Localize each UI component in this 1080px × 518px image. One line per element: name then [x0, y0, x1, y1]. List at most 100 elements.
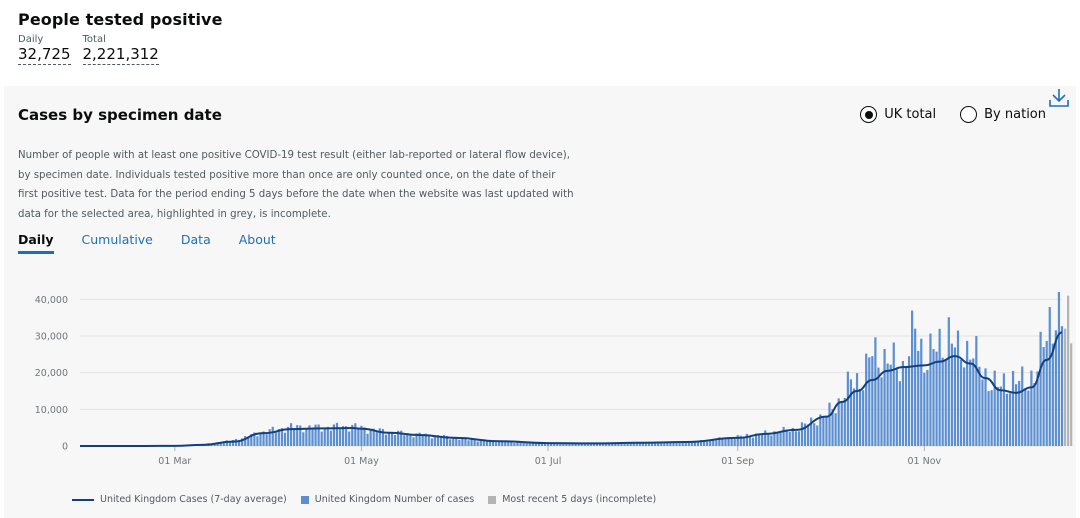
- tab-data[interactable]: Data: [180, 232, 211, 247]
- case-bar: [846, 371, 849, 446]
- case-bar: [372, 428, 375, 446]
- case-bar: [482, 439, 485, 446]
- case-bar: [761, 434, 764, 446]
- case-bar: [311, 429, 314, 446]
- total-value[interactable]: 2,221,312: [82, 45, 159, 65]
- case-bar: [611, 442, 614, 446]
- radio-by-nation[interactable]: By nation: [960, 106, 1046, 123]
- case-bar: [525, 441, 528, 446]
- case-bar: [996, 386, 999, 446]
- case-bar: [935, 351, 938, 446]
- case-bar: [577, 443, 580, 446]
- case-bar: [528, 441, 531, 446]
- total-label: Total: [82, 34, 106, 45]
- chart-card: Cases by specimen date UK total By natio…: [4, 86, 1076, 518]
- cases-chart: 0 10,000 20,000 30,000 40,000 01 Mar 01 May 01 …: [35, 291, 1073, 467]
- case-bar: [534, 442, 537, 446]
- case-bar: [219, 443, 222, 446]
- case-bar: [754, 433, 758, 446]
- case-bar: [467, 440, 470, 446]
- y-tick-label: 10,000: [35, 405, 68, 416]
- case-bar: [629, 442, 632, 446]
- incomplete-bar: [1070, 343, 1073, 446]
- case-bar: [314, 424, 317, 446]
- case-bar: [485, 440, 488, 446]
- case-bar: [320, 431, 323, 446]
- case-bar: [259, 433, 262, 446]
- case-bar: [559, 444, 562, 446]
- case-bar: [421, 435, 424, 446]
- case-bar: [507, 440, 510, 446]
- case-bar: [540, 443, 544, 446]
- tab-cumulative[interactable]: Cumulative: [81, 232, 153, 247]
- case-bar: [225, 440, 228, 446]
- y-tick-label: 20,000: [35, 368, 68, 379]
- x-tick-label: 01 Nov: [908, 456, 942, 467]
- case-bar: [975, 335, 978, 446]
- case-bar: [963, 367, 966, 446]
- radio-uk-total-label: UK total: [884, 107, 937, 122]
- case-bar: [767, 433, 770, 446]
- case-bar: [409, 434, 412, 446]
- case-bar: [1051, 343, 1054, 446]
- case-bar: [299, 425, 302, 446]
- case-bar: [788, 432, 791, 446]
- case-bar: [810, 417, 813, 446]
- case-bar: [993, 370, 996, 446]
- case-bar: [699, 440, 703, 446]
- case-bar: [345, 426, 348, 446]
- x-tick-label: 01 Mar: [158, 456, 191, 467]
- case-bar: [366, 433, 369, 446]
- x-tick-label: 01 Jul: [535, 456, 562, 467]
- case-bar: [360, 425, 363, 446]
- daily-value[interactable]: 32,725: [18, 45, 71, 65]
- case-bar: [941, 357, 944, 446]
- case-bar: [632, 443, 635, 446]
- case-bar: [791, 427, 794, 446]
- case-bar: [678, 442, 681, 446]
- download-icon[interactable]: [1048, 87, 1070, 109]
- case-bar: [938, 328, 941, 446]
- case-bar: [932, 349, 935, 446]
- legend-bar-swatch: [300, 495, 309, 504]
- case-bar: [956, 330, 960, 446]
- case-bar: [433, 435, 436, 446]
- case-bar: [745, 433, 749, 446]
- case-bar: [776, 432, 779, 446]
- radio-uk-total[interactable]: UK total: [860, 106, 936, 123]
- case-bar: [378, 428, 381, 446]
- case-bar: [418, 432, 421, 446]
- case-bar: [929, 333, 932, 446]
- page-title: People tested positive: [18, 10, 223, 29]
- x-tick-label: 01 Sep: [721, 456, 754, 467]
- case-bar: [384, 434, 388, 446]
- case-bar: [397, 430, 400, 446]
- case-bar: [436, 435, 440, 446]
- case-bar: [620, 443, 623, 446]
- case-bar: [415, 433, 418, 446]
- case-bar: [329, 430, 332, 446]
- case-bar: [449, 439, 452, 446]
- case-bar: [574, 443, 577, 446]
- case-bar: [862, 390, 865, 446]
- case-bar: [901, 360, 905, 446]
- tab-daily[interactable]: Daily: [18, 232, 54, 254]
- case-bar: [1021, 366, 1024, 446]
- case-bar: [430, 438, 433, 446]
- case-bar: [488, 439, 492, 446]
- case-bar: [305, 427, 308, 446]
- case-bar: [1036, 371, 1039, 446]
- case-bar: [1002, 373, 1005, 446]
- case-bar: [644, 442, 648, 446]
- case-bar: [654, 441, 657, 446]
- incomplete-bar: [1063, 328, 1067, 446]
- case-bar: [773, 431, 776, 446]
- case-bar: [840, 402, 843, 446]
- case-bar: [978, 366, 981, 446]
- case-bar: [669, 442, 672, 446]
- case-bar: [660, 442, 663, 446]
- legend-line-swatch: [72, 498, 94, 501]
- case-bar: [1030, 370, 1033, 446]
- tab-about[interactable]: About: [238, 232, 276, 247]
- case-bar: [614, 443, 617, 446]
